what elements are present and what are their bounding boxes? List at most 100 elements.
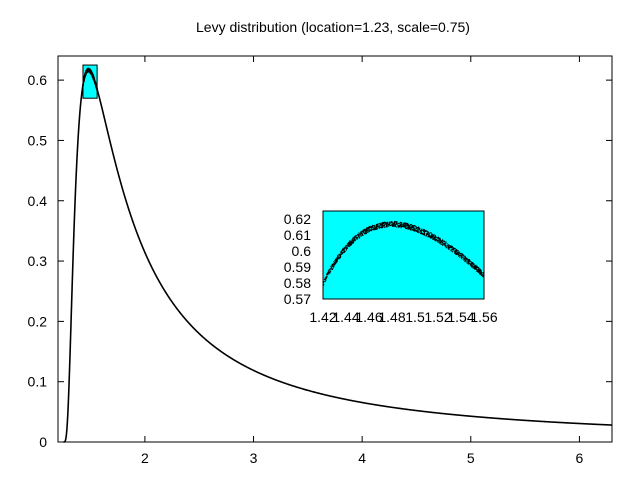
inset-sample-point <box>326 273 328 275</box>
inset-sample-point <box>380 223 382 225</box>
inset-sample-point <box>420 229 422 231</box>
inset-sample-point <box>467 263 469 265</box>
inset-sample-point <box>461 254 463 256</box>
peak-sample-point <box>89 71 91 73</box>
inset-sample-point <box>382 226 384 228</box>
peak-sample-point <box>92 78 95 80</box>
inset-sample-point <box>430 234 432 236</box>
peak-sample-point <box>94 80 96 82</box>
inset-sample-point <box>362 230 364 232</box>
inset-sample-point <box>435 235 437 237</box>
inset-sample-point <box>347 245 349 247</box>
inset-sample-point <box>441 239 443 241</box>
inset-sample-point <box>346 249 348 251</box>
inset-sample-point <box>395 221 397 223</box>
inset-sample-point <box>478 269 480 271</box>
inset-sample-point <box>479 272 481 274</box>
inset-sample-point <box>359 232 361 234</box>
inset-sample-point <box>352 239 354 241</box>
inset-sample-point <box>403 222 405 224</box>
peak-sample-point <box>84 74 87 76</box>
inset-sample-point <box>336 257 338 259</box>
inset-sample-point <box>448 247 450 249</box>
inset-sample-point <box>323 281 325 283</box>
inset-sample-point <box>418 227 420 229</box>
inset-sample-point <box>457 250 459 252</box>
inset-sample-point <box>325 275 327 277</box>
inset-sample-point <box>325 277 327 279</box>
inset-sample-point <box>399 225 401 227</box>
inset-sample-point <box>360 235 362 237</box>
inset-sample-point <box>403 223 405 225</box>
x-tick-label: 6 <box>576 450 584 466</box>
inset-sample-point <box>445 243 447 245</box>
inset-sample-point <box>396 223 398 225</box>
peak-sample-point <box>87 69 89 71</box>
inset-sample-point <box>478 271 480 273</box>
inset-sample-point <box>361 233 363 235</box>
peak-sample-point <box>89 68 91 70</box>
inset-sample-point <box>363 230 365 232</box>
inset-sample-point <box>375 226 377 228</box>
inset-sample-point <box>451 251 453 253</box>
inset-sample-point <box>416 230 418 232</box>
main-curve-group <box>63 67 613 443</box>
inset-sample-point <box>445 241 447 243</box>
inset-sample-point <box>466 258 468 260</box>
inset-sample-point <box>411 226 413 228</box>
inset-sample-point <box>415 227 417 229</box>
inset-sample-point <box>423 232 425 234</box>
inset-sample-point <box>349 242 351 244</box>
inset-sample-point <box>412 226 414 228</box>
inset-sample-point <box>445 247 447 249</box>
inset-sample-point <box>386 224 388 226</box>
inset-sample-point <box>365 230 367 232</box>
inset-sample-point <box>426 234 428 236</box>
inset-sample-point <box>472 263 474 265</box>
inset-sample-point <box>481 272 483 274</box>
inset-sample-point <box>341 251 343 253</box>
inset-sample-point <box>455 250 457 252</box>
inset-sample-point <box>455 252 457 254</box>
inset-sample-point <box>363 230 365 232</box>
inset-sample-point <box>452 246 454 248</box>
peak-sample-point <box>85 72 87 74</box>
peak-sample-point <box>90 74 93 76</box>
inset-sample-point <box>394 221 396 223</box>
inset-sample-point <box>431 235 433 237</box>
inset-sample-point <box>469 260 471 262</box>
inset-sample-point <box>473 266 475 268</box>
inset-sample-point <box>478 270 480 272</box>
inset-sample-point <box>424 231 426 233</box>
inset-sample-point <box>348 243 350 245</box>
inset-sample-point <box>357 236 359 238</box>
inset-sample-point <box>324 278 326 280</box>
inset-sample-point <box>388 223 390 225</box>
inset-sample-point <box>441 240 443 242</box>
peak-sample-point <box>88 67 90 70</box>
inset-sample-point <box>448 244 450 246</box>
inset-sample-point <box>448 245 450 247</box>
inset-sample-point <box>373 228 375 230</box>
inset-sample-point <box>375 228 377 230</box>
inset-sample-point <box>460 255 462 257</box>
inset-sample-point <box>358 235 360 237</box>
inset-sample-point <box>342 248 344 250</box>
inset-sample-point <box>383 225 385 227</box>
inset-sample-point <box>398 226 400 228</box>
inset-sample-point <box>405 228 407 230</box>
inset-sample-point <box>349 243 351 245</box>
inset-sample-point <box>339 255 341 257</box>
inset-sample-point <box>419 230 421 232</box>
inset-sample-point <box>481 274 483 276</box>
inset-sample-point <box>402 224 404 226</box>
inset-sample-point <box>361 230 363 232</box>
inset-sample-point <box>415 228 417 230</box>
inset-sample-point <box>372 227 374 229</box>
inset-sample-point <box>344 247 346 249</box>
inset-sample-point <box>407 227 409 229</box>
inset-sample-point <box>329 272 331 274</box>
inset-sample-point <box>352 240 354 242</box>
inset-sample-point <box>382 223 384 225</box>
inset-sample-point <box>478 271 480 273</box>
